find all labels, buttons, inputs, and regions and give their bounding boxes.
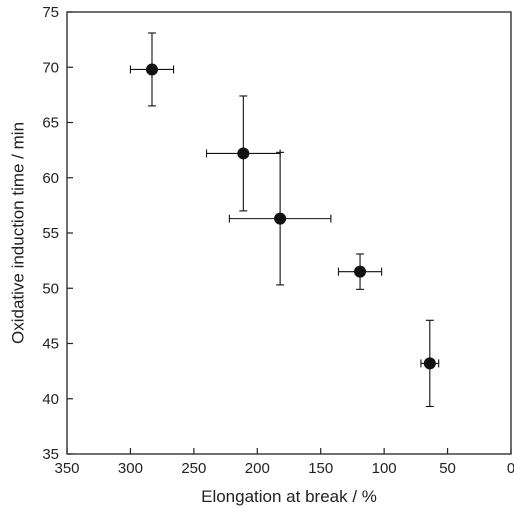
y-axis-label: Oxidative induction time / min — [8, 122, 27, 344]
x-tick-label: 50 — [439, 460, 456, 477]
y-tick-label: 75 — [42, 4, 59, 21]
y-tick-label: 40 — [42, 391, 59, 408]
x-tick-label: 300 — [118, 460, 143, 477]
y-tick-label: 45 — [42, 336, 59, 353]
y-tick-label: 50 — [42, 280, 59, 297]
data-point — [145, 63, 158, 76]
error-bars — [129, 32, 440, 408]
y-tick-label: 70 — [42, 59, 59, 76]
y-tick-label: 55 — [42, 225, 59, 242]
x-tick-label: 100 — [372, 460, 397, 477]
x-tick-label: 200 — [245, 460, 270, 477]
data-point — [237, 147, 250, 160]
y-axis-ticks: 35 40 45 50 55 60 65 70 75 — [42, 4, 73, 463]
data-point — [274, 212, 287, 225]
data-point — [423, 357, 436, 370]
y-tick-label: 60 — [42, 170, 59, 187]
data-point — [354, 265, 367, 278]
x-axis-ticks: 350 300 250 200 150 100 50 0 — [54, 448, 514, 477]
plot-frame — [66, 11, 512, 455]
x-axis-label: Elongation at break / % — [201, 487, 377, 506]
x-tick-label: 350 — [54, 460, 79, 477]
plot-border — [66, 11, 512, 455]
y-tick-label: 65 — [42, 115, 59, 132]
x-tick-label: 0 — [507, 460, 514, 477]
x-tick-label: 250 — [181, 460, 206, 477]
y-tick-label: 35 — [42, 446, 59, 463]
data-points — [145, 63, 436, 370]
x-tick-label: 150 — [308, 460, 333, 477]
